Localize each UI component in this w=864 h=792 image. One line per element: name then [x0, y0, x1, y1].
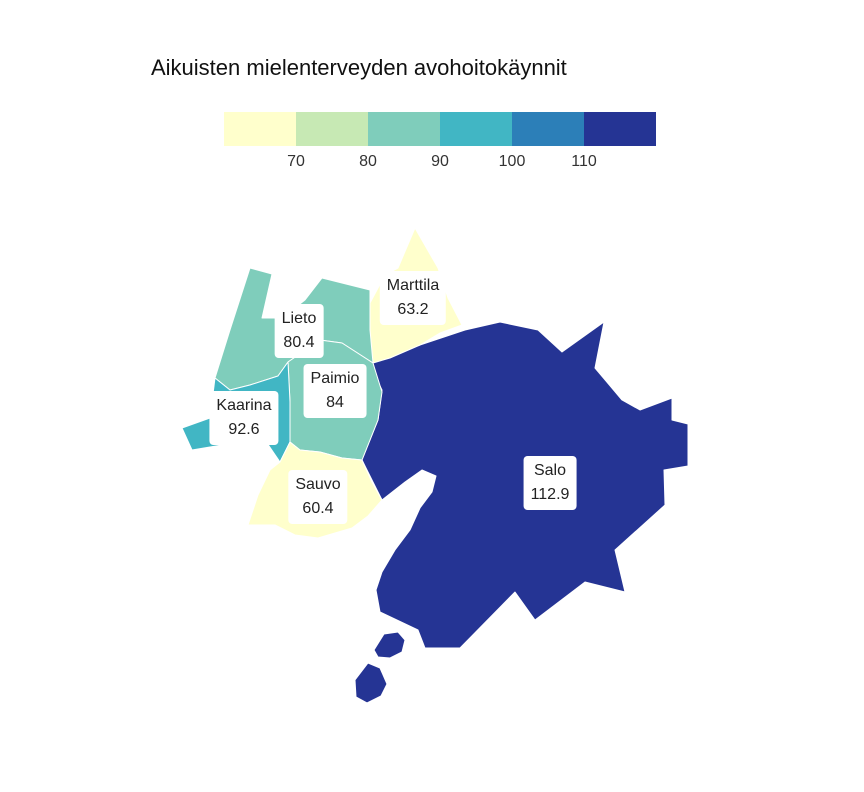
label-salo: Salo 112.9	[523, 456, 577, 510]
region-value-sauvo: 60.4	[302, 500, 334, 517]
legend-tick-110: 110	[571, 153, 597, 170]
region-value-salo: 112.9	[530, 486, 570, 503]
legend-swatch-5	[512, 112, 584, 146]
label-lieto: Lieto 80.4	[274, 304, 324, 358]
region-value-lieto: 80.4	[283, 334, 315, 351]
color-legend	[224, 112, 656, 146]
legend-tick-70: 70	[287, 153, 305, 170]
map-title: Aikuisten mielenterveyden avohoitokäynni…	[151, 55, 567, 80]
label-kaarina: Kaarina 92.6	[209, 391, 279, 445]
legend-tick-90: 90	[431, 153, 449, 170]
region-name-lieto: Lieto	[281, 310, 317, 327]
legend-swatch-1	[224, 112, 296, 146]
label-sauvo: Sauvo 60.4	[288, 470, 348, 524]
region-name-sauvo: Sauvo	[295, 476, 341, 493]
legend-swatch-6	[584, 112, 656, 146]
region-name-paimio: Paimio	[310, 370, 360, 387]
region-name-marttila: Marttila	[386, 277, 440, 294]
legend-swatch-3	[368, 112, 440, 146]
label-paimio: Paimio 84	[303, 364, 367, 418]
legend-swatch-4	[440, 112, 512, 146]
region-value-marttila: 63.2	[397, 301, 429, 318]
legend-tick-100: 100	[498, 153, 526, 170]
region-salo[interactable]	[354, 321, 689, 704]
region-value-paimio: 84	[326, 394, 344, 411]
region-name-salo: Salo	[533, 462, 567, 479]
legend-tick-80: 80	[359, 153, 377, 170]
legend-swatch-2	[296, 112, 368, 146]
region-name-kaarina: Kaarina	[216, 397, 272, 414]
label-marttila: Marttila 63.2	[379, 271, 447, 325]
region-value-kaarina: 92.6	[228, 421, 260, 438]
